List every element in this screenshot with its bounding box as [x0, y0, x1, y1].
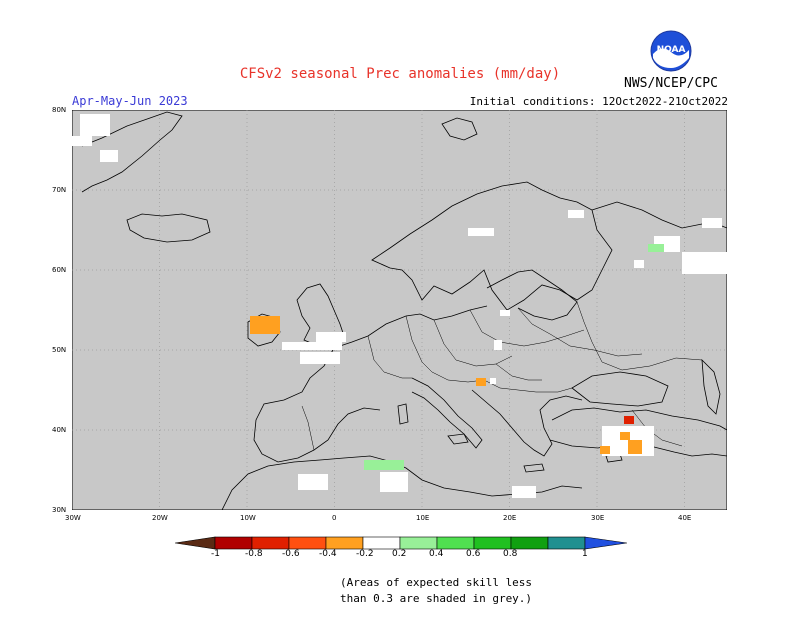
forecast-period: Apr-May-Jun 2023	[72, 94, 188, 108]
chart-title: CFSv2 seasonal Prec anomalies (mm/day)	[239, 66, 561, 82]
colorbar-label: 0.2	[392, 549, 407, 559]
agency-label: NWS/NCEP/CPC	[624, 76, 718, 91]
skill-note: (Areas of expected skill less than 0.3 a…	[340, 575, 540, 607]
colorbar-label: 0.4	[429, 549, 444, 559]
noaa-logo: NOAA	[650, 30, 692, 72]
lat-label-70n: 70N	[52, 186, 67, 194]
borders	[301, 301, 703, 451]
colorbar-svg	[174, 536, 628, 550]
skill-note-line2: than 0.3 are shaded in grey.)	[340, 592, 533, 605]
colorbar-label: -0.2	[356, 549, 374, 559]
lon-label-30w: 30W	[65, 514, 81, 522]
initial-conditions: Initial conditions: 12Oct2022-21Oct2022	[469, 95, 728, 108]
lon-label-20e: 20E	[503, 514, 517, 522]
colorbar-label: -0.8	[245, 549, 263, 559]
map-svg	[71, 109, 728, 511]
lat-label-40n: 40N	[52, 426, 67, 434]
lon-label-10w: 10W	[240, 514, 256, 522]
colorbar-label: -1	[211, 549, 220, 559]
logo-text: NOAA	[657, 45, 686, 55]
colorbar-label: 1	[582, 549, 588, 559]
lat-label-30n: 30N	[52, 506, 67, 514]
lat-label-60n: 60N	[52, 266, 67, 274]
colorbar-label: -0.6	[282, 549, 300, 559]
lat-label-80n: 80N	[52, 106, 67, 114]
lon-label-20w: 20W	[152, 514, 168, 522]
colorbar-label: 0.6	[466, 549, 481, 559]
lon-label-30e: 30E	[591, 514, 605, 522]
colorbar-label: -0.4	[319, 549, 337, 559]
skill-note-line1: (Areas of expected skill less	[340, 576, 533, 589]
lon-label-40e: 40E	[678, 514, 692, 522]
colorbar: -1 -0.8 -0.6 -0.4 -0.2 0.2 0.4 0.6 0.8 1	[174, 535, 628, 559]
lon-label-10e: 10E	[416, 514, 430, 522]
anomaly-cells	[72, 114, 727, 498]
map-panel: 80N 70N 60N 50N 40N 30N 30W 20W 10W 0 10…	[52, 106, 728, 522]
lon-label-0: 0	[332, 514, 337, 522]
lat-label-50n: 50N	[52, 346, 67, 354]
colorbar-label: 0.8	[503, 549, 518, 559]
